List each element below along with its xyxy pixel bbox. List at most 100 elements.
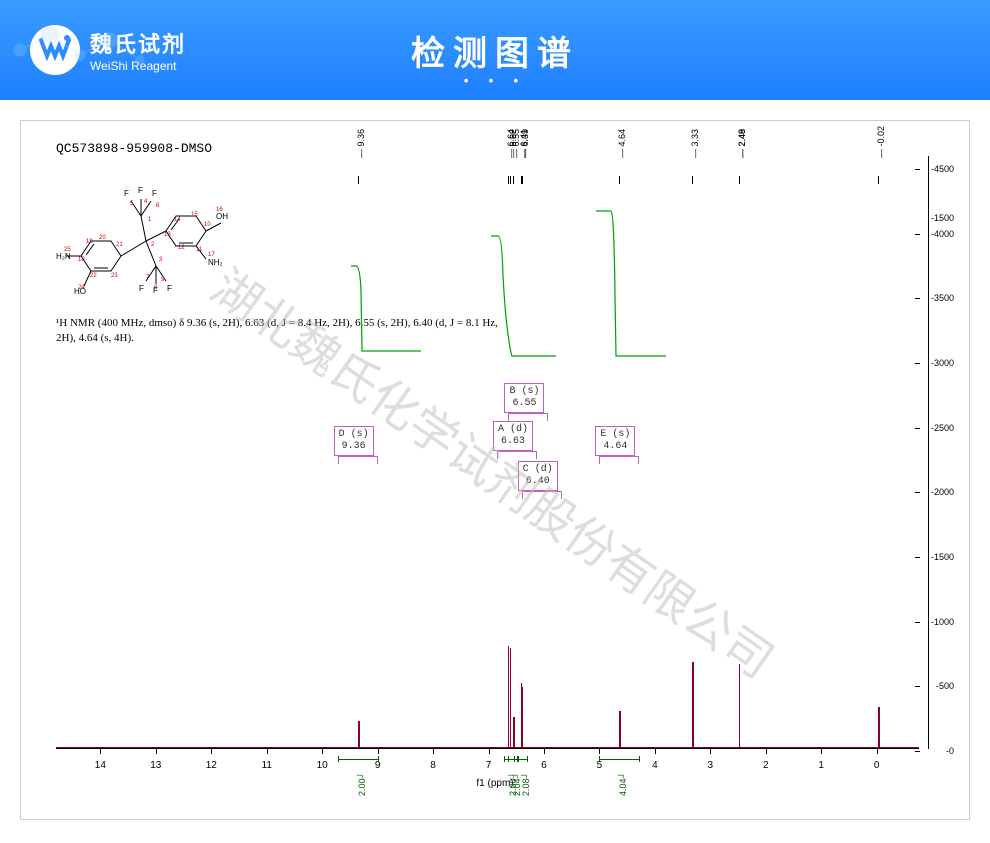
assignment-bracket (599, 456, 639, 464)
y-axis (928, 156, 929, 749)
integral-tick (338, 756, 339, 762)
integral-marker (338, 759, 378, 760)
y-tick-label: -3000 (931, 358, 954, 368)
integral-tick (504, 756, 505, 762)
peak-label-tick (619, 176, 620, 184)
assignment-box: B (s)6.55 (504, 383, 544, 413)
integral-marker (517, 759, 527, 760)
svg-text:15: 15 (191, 212, 198, 218)
x-tick (322, 749, 323, 754)
assignment-box: D (s)9.36 (334, 426, 374, 456)
x-tick (877, 749, 878, 754)
x-tick (821, 749, 822, 754)
x-tick-label: 13 (150, 760, 161, 771)
x-axis (56, 748, 919, 749)
x-tick (211, 749, 212, 754)
x-tick-label: 6 (541, 760, 547, 771)
integral-tick (599, 756, 600, 762)
svg-text:F: F (138, 186, 143, 195)
svg-text:F: F (152, 189, 157, 198)
x-tick (655, 749, 656, 754)
x-tick-label: 8 (430, 760, 436, 771)
baseline (56, 747, 919, 748)
assignment-bracket (497, 451, 537, 459)
title-dots: • • • (464, 72, 526, 88)
svg-text:14: 14 (174, 217, 181, 223)
assignment-box: E (s)4.64 (595, 426, 635, 456)
y-tick (915, 169, 920, 170)
y-tick-label: -3500 (931, 293, 954, 303)
integral-tick (527, 756, 528, 762)
header: 魏氏试剂 WeiShi Reagent 检测图谱 • • • (0, 0, 990, 100)
integral-tick (517, 756, 518, 762)
x-tick-label: 4 (652, 760, 658, 771)
svg-text:16: 16 (216, 207, 223, 213)
x-tick (489, 749, 490, 754)
peak-label-tick (692, 176, 693, 184)
x-tick (433, 749, 434, 754)
integral-value: 2.00┘ (357, 772, 367, 796)
x-tick-label: 2 (763, 760, 769, 771)
nmr-peak (522, 687, 523, 748)
svg-text:4: 4 (144, 199, 148, 205)
peak-label: — 6.39 (520, 129, 530, 158)
x-tick (156, 749, 157, 754)
content: 湖北魏氏化学试剂股份有限公司 QC573898-959908-DMSO (0, 100, 990, 843)
integral-tick (508, 756, 509, 762)
nmr-peak (878, 707, 880, 748)
header-molecule-deco (0, 10, 180, 90)
peak-label: — -0.02 (876, 126, 886, 158)
y-tick-label: -1500 (931, 552, 954, 562)
y-tick-label: -1500 (931, 213, 954, 223)
x-tick (100, 749, 101, 754)
integral-value: 2.08┘ (521, 772, 531, 796)
peak-label-tick (358, 176, 359, 184)
peak-label-tick (513, 176, 514, 184)
y-tick-label: -0 (946, 746, 954, 756)
svg-text:13: 13 (164, 232, 171, 238)
peak-label-tick (522, 176, 523, 184)
svg-text:19: 19 (86, 239, 93, 245)
x-tick-label: 12 (206, 760, 217, 771)
x-tick (267, 749, 268, 754)
sample-id: QC573898-959908-DMSO (56, 141, 212, 156)
nmr-peak (619, 711, 621, 748)
x-tick-label: 11 (262, 760, 272, 771)
x-tick-label: 3 (708, 760, 714, 771)
svg-text:6: 6 (156, 203, 160, 209)
y-tick-label: -4500 (931, 164, 954, 174)
y-tick (915, 234, 920, 235)
x-tick (599, 749, 600, 754)
assignment-box: C (d)6.40 (518, 461, 558, 491)
assignment-bracket (522, 491, 562, 499)
nmr-peak (513, 717, 515, 748)
spectrum (56, 248, 919, 748)
assignment-bracket (508, 413, 548, 421)
svg-text:20: 20 (99, 235, 106, 241)
svg-text:1: 1 (148, 217, 152, 223)
y-tick (915, 751, 920, 752)
svg-text:OH: OH (216, 212, 228, 221)
peak-label: — 2.48 (737, 129, 747, 158)
y-tick-label: -2000 (931, 487, 954, 497)
x-tick-label: 0 (874, 760, 880, 771)
x-tick (544, 749, 545, 754)
x-tick-label: 14 (95, 760, 106, 771)
x-tick-label: 7 (486, 760, 492, 771)
nmr-peak (358, 721, 360, 748)
integral-value: 4.04┘ (618, 772, 628, 796)
x-tick (766, 749, 767, 754)
x-tick (710, 749, 711, 754)
peak-label-tick (878, 176, 879, 184)
peak-label: — 4.64 (617, 129, 627, 158)
y-tick-label: -1000 (931, 617, 954, 627)
svg-text:F: F (124, 189, 129, 198)
nmr-chart: 湖北魏氏化学试剂股份有限公司 QC573898-959908-DMSO (20, 120, 970, 820)
integral-tick (639, 756, 640, 762)
assignment-bracket (338, 456, 378, 464)
svg-text:10: 10 (204, 222, 211, 228)
peak-label: — 9.36 (356, 129, 366, 158)
page: 魏氏试剂 WeiShi Reagent 检测图谱 • • • 湖北魏氏化学试剂股… (0, 0, 990, 843)
page-title: 检测图谱 (411, 26, 579, 75)
nmr-peak (692, 662, 694, 748)
